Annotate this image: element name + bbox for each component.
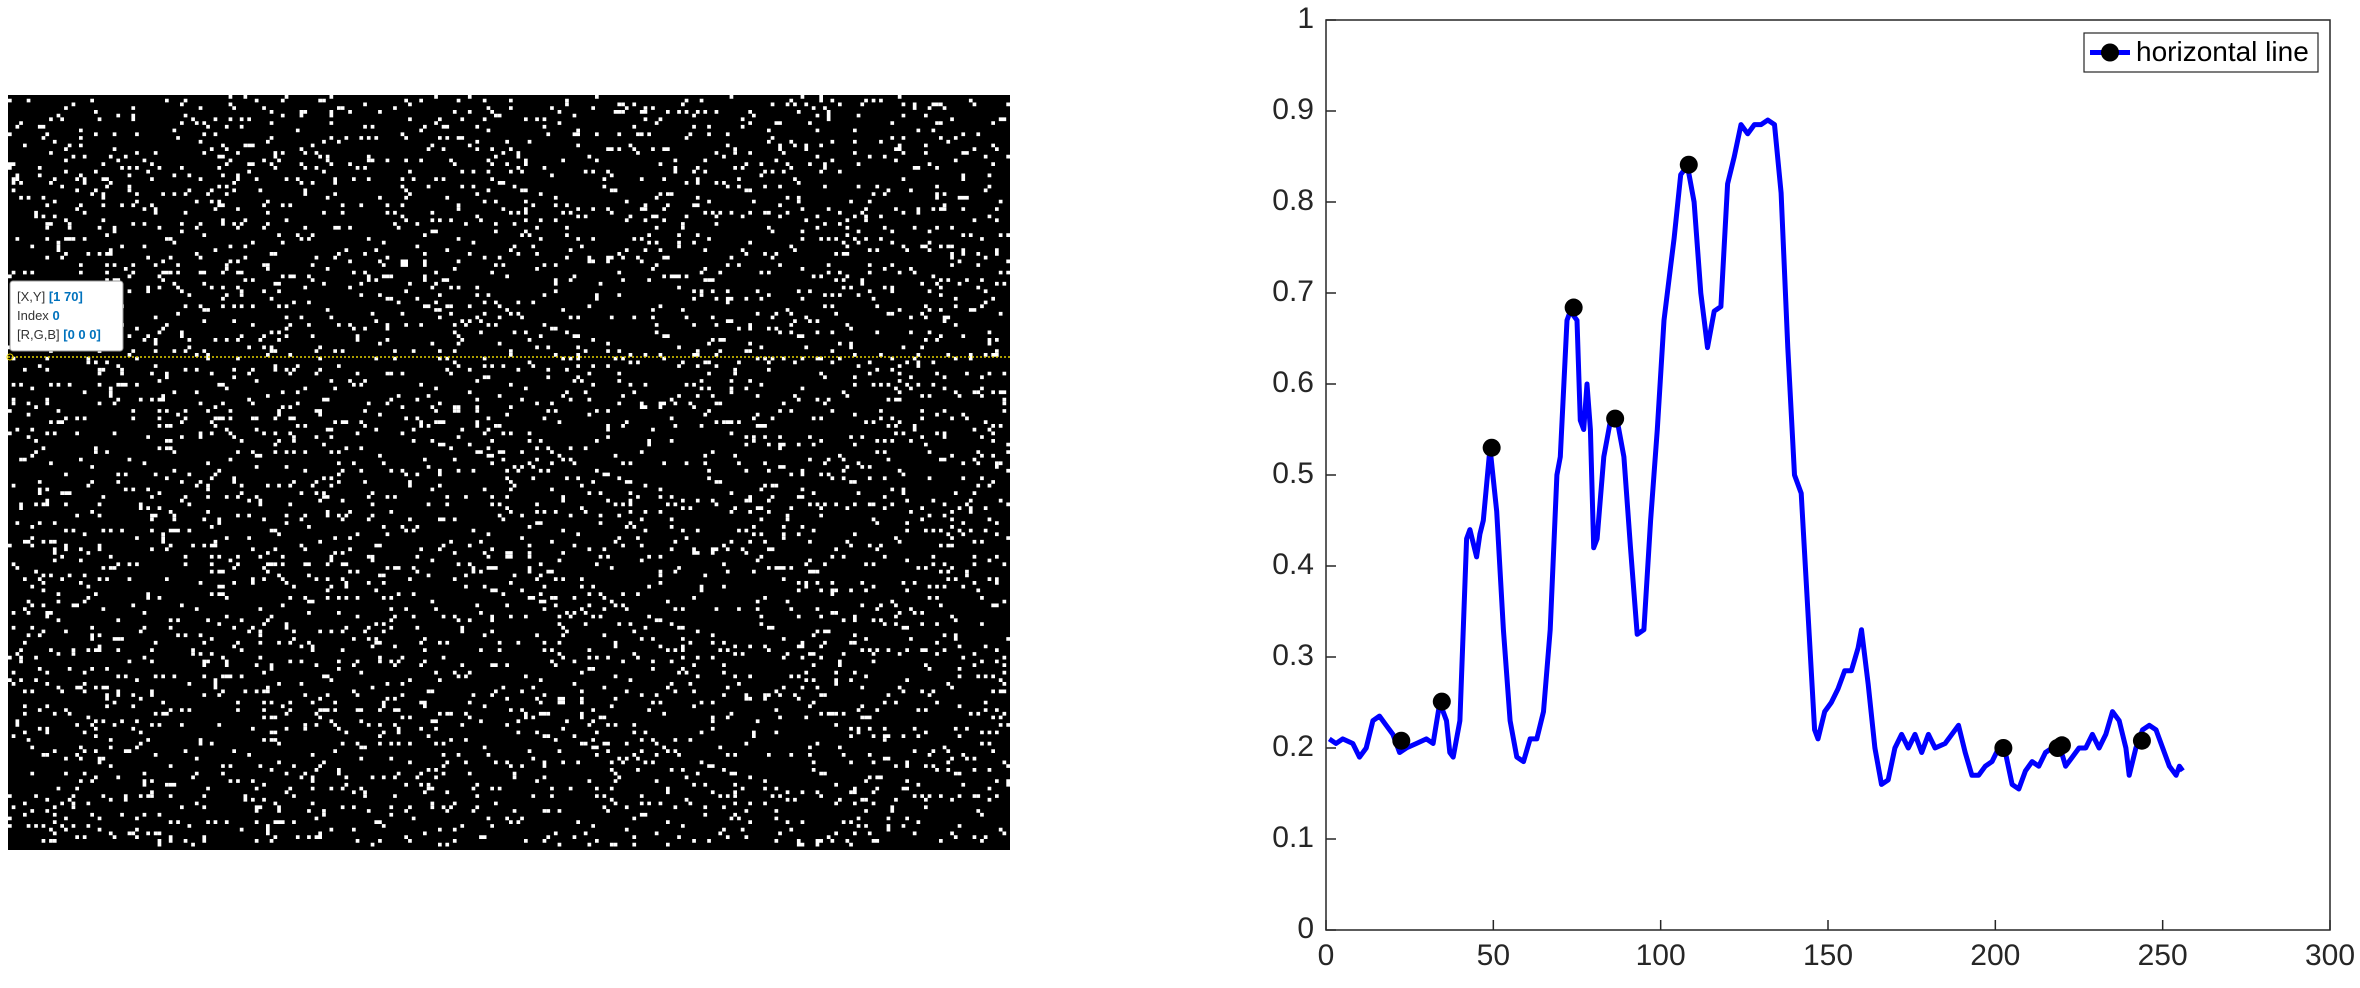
y-tick-label: 0.4 — [1272, 548, 1314, 581]
y-tick-label: 0.1 — [1272, 821, 1314, 854]
x-tick-label: 300 — [2305, 939, 2355, 972]
x-tick-label: 250 — [2138, 939, 2188, 972]
plot-area — [1325, 19, 2331, 931]
svg-text:[X,Y] [1 70]: [X,Y] [1 70] — [17, 289, 83, 304]
marker — [1432, 692, 1451, 711]
marker — [1392, 731, 1411, 750]
x-tick-label: 200 — [1970, 939, 2020, 972]
marker — [1482, 438, 1501, 457]
marker — [1564, 298, 1583, 317]
image-noise — [8, 95, 1010, 847]
noise-pixels — [8, 95, 1010, 847]
datatip-value: [1 70] — [49, 289, 83, 304]
y-tick-label: 0.2 — [1272, 730, 1314, 763]
y-tick-label: 0.3 — [1272, 639, 1314, 672]
svg-text:[R,G,B] [0 0 0]: [R,G,B] [0 0 0] — [17, 327, 101, 342]
datatip-label: Index — [17, 308, 49, 323]
y-tick-label: 0.7 — [1272, 275, 1314, 308]
legend: horizontal line — [2083, 32, 2319, 73]
x-tick-label: 100 — [1636, 939, 1686, 972]
datatip-value: 0 — [52, 308, 59, 323]
datatip-value: [0 0 0] — [63, 327, 101, 342]
y-tick-label: 0.8 — [1272, 184, 1314, 217]
legend-label: horizontal line — [2136, 36, 2309, 67]
marker — [2052, 736, 2071, 755]
y-tick-label: 0.9 — [1272, 93, 1314, 126]
datatip-label: [X,Y] — [17, 289, 45, 304]
datatip-box — [9, 280, 124, 352]
marker — [1994, 739, 2013, 757]
x-tick-label: 0 — [1318, 939, 1335, 972]
marker — [1606, 409, 1625, 428]
marker — [1679, 155, 1698, 174]
y-tick-label: 0.5 — [1272, 457, 1314, 490]
marker — [2132, 731, 2151, 750]
y-tick-label: 0.6 — [1272, 366, 1314, 399]
datatip-anchor — [6, 353, 14, 361]
y-tick-label: 1 — [1297, 2, 1314, 35]
line — [1327, 117, 2185, 792]
datatip-text: [X,Y] [1 70] Index 0 [R,G,B] [0 0 0] — [17, 289, 101, 342]
x-tick-label: 50 — [1477, 939, 1510, 972]
y-tick-label: 0 — [1297, 912, 1314, 945]
svg-text:Index 0: Index 0 — [17, 308, 60, 323]
x-tick-label: 150 — [1803, 939, 1853, 972]
legend-marker — [2101, 43, 2119, 62]
datatip-label: [R,G,B] — [17, 327, 60, 342]
